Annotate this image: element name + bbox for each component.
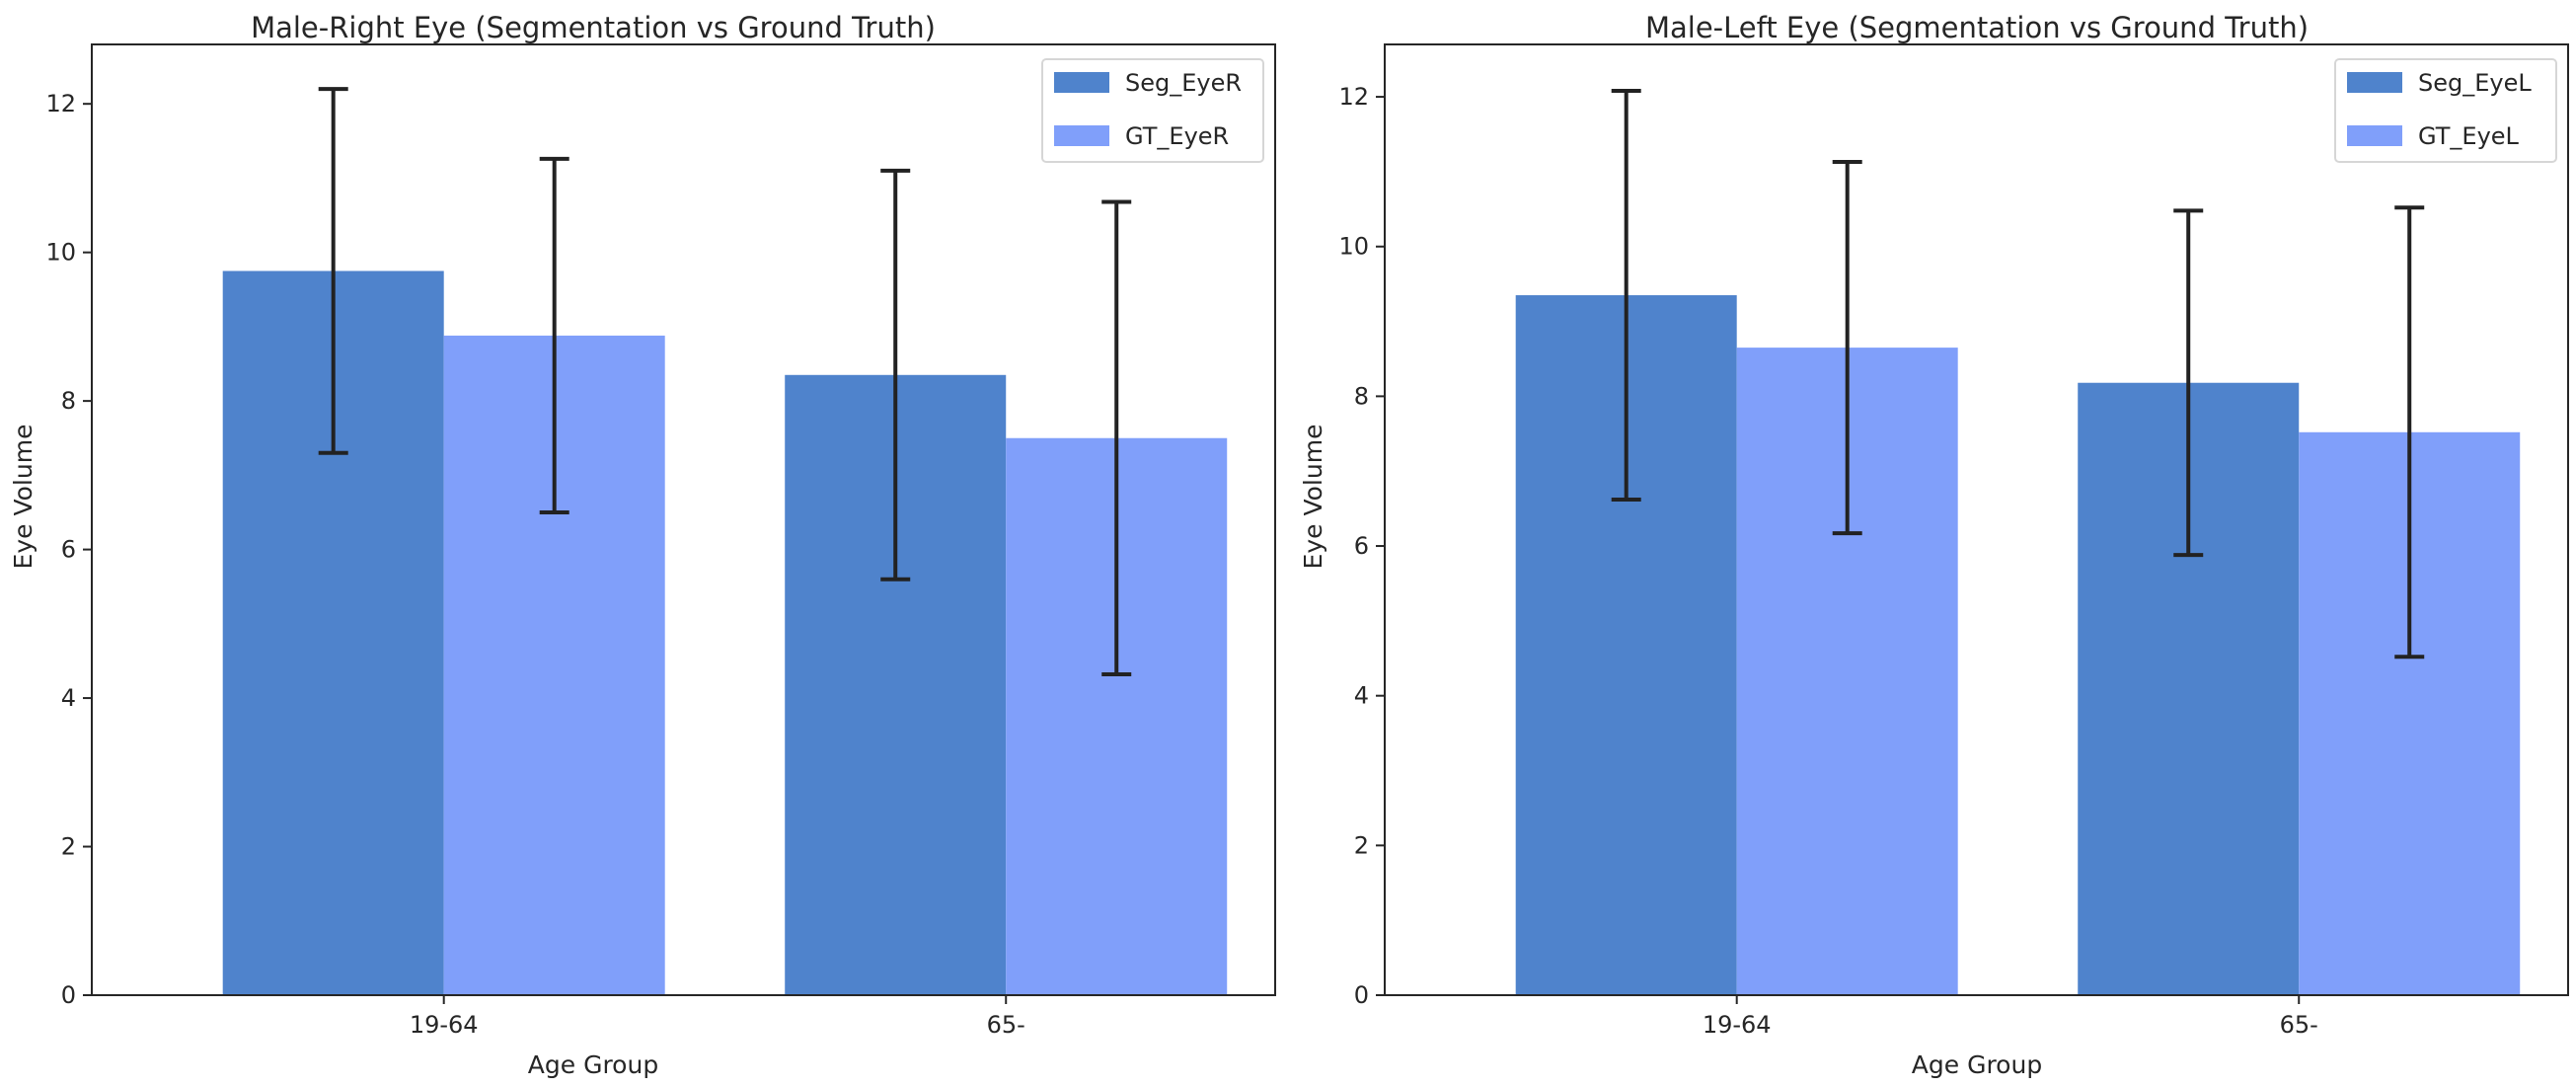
y-axis-label: Eye Volume	[1299, 425, 1327, 570]
plot-area: 0 2 4 6 8 10 12 19-64 65-	[45, 87, 1228, 1039]
legend: Seg_EyeL GT_EyeL	[2334, 58, 2557, 163]
y-tick-label: 10	[1338, 233, 1369, 261]
x-tick-label: 65-	[987, 1011, 1025, 1039]
y-tick-label: 12	[45, 90, 76, 117]
y-tick-label: 2	[1354, 831, 1369, 859]
legend-label-seg-eyel: Seg_EyeL	[2418, 69, 2532, 97]
x-axis-label: Age Group	[1912, 1050, 2042, 1079]
y-tick-label: 4	[1354, 682, 1369, 710]
axes-frame	[91, 43, 1276, 996]
plot-area: 0 2 4 6 8 10 12 19-64 65-	[1338, 83, 2521, 1039]
error-bar-gt-eyer-19-64	[539, 156, 569, 514]
y-tick-label: 8	[61, 387, 76, 415]
x-tick-label: 19-64	[410, 1011, 479, 1039]
chart-title: Male-Right Eye (Segmentation vs Ground T…	[251, 11, 936, 44]
legend-label-gt-eyel: GT_EyeL	[2418, 122, 2520, 150]
error-bar-seg-eyel-65-	[2173, 208, 2204, 558]
y-axis-label: Eye Volume	[9, 425, 38, 570]
legend-label-seg-eyer: Seg_EyeR	[1125, 69, 1242, 97]
legend-swatch-gt-eyer	[1054, 125, 1109, 146]
legend-swatch-seg-eyel	[2347, 72, 2402, 93]
y-tick-label: 10	[45, 239, 76, 267]
chart-panel-0: Male-Right Eye (Segmentation vs Ground T…	[9, 11, 1276, 1079]
error-bar-seg-eyer-19-64	[318, 87, 348, 455]
error-bar-seg-eyel-19-64	[1611, 89, 1641, 503]
x-tick-label: 19-64	[1703, 1011, 1772, 1039]
axes-frame	[1384, 43, 2569, 996]
legend-swatch-seg-eyer	[1054, 72, 1109, 93]
y-tick-label: 6	[61, 536, 76, 564]
legend-swatch-gt-eyel	[2347, 125, 2402, 146]
x-axis-label: Age Group	[528, 1050, 658, 1079]
y-tick-label: 0	[1354, 981, 1369, 1009]
y-tick-label: 2	[61, 833, 76, 861]
legend: Seg_EyeR GT_EyeR	[1041, 58, 1264, 163]
legend-label-gt-eyer: GT_EyeR	[1125, 122, 1229, 150]
error-bar-gt-eyer-65-	[1101, 199, 1132, 676]
error-bar-gt-eyel-19-64	[1832, 160, 1862, 536]
y-tick-label: 6	[1354, 532, 1369, 560]
y-tick-label: 8	[1354, 382, 1369, 410]
y-tick-label: 4	[61, 684, 76, 712]
error-bar-seg-eyer-65-	[880, 168, 911, 582]
y-tick-label: 12	[1338, 83, 1369, 111]
chart-panel-1: Male-Left Eye (Segmentation vs Ground Tr…	[1299, 11, 2569, 1079]
chart-title: Male-Left Eye (Segmentation vs Ground Tr…	[1645, 11, 2309, 44]
error-bar-gt-eyel-65-	[2394, 205, 2425, 660]
y-tick-label: 0	[61, 981, 76, 1009]
x-tick-label: 65-	[2280, 1011, 2318, 1039]
